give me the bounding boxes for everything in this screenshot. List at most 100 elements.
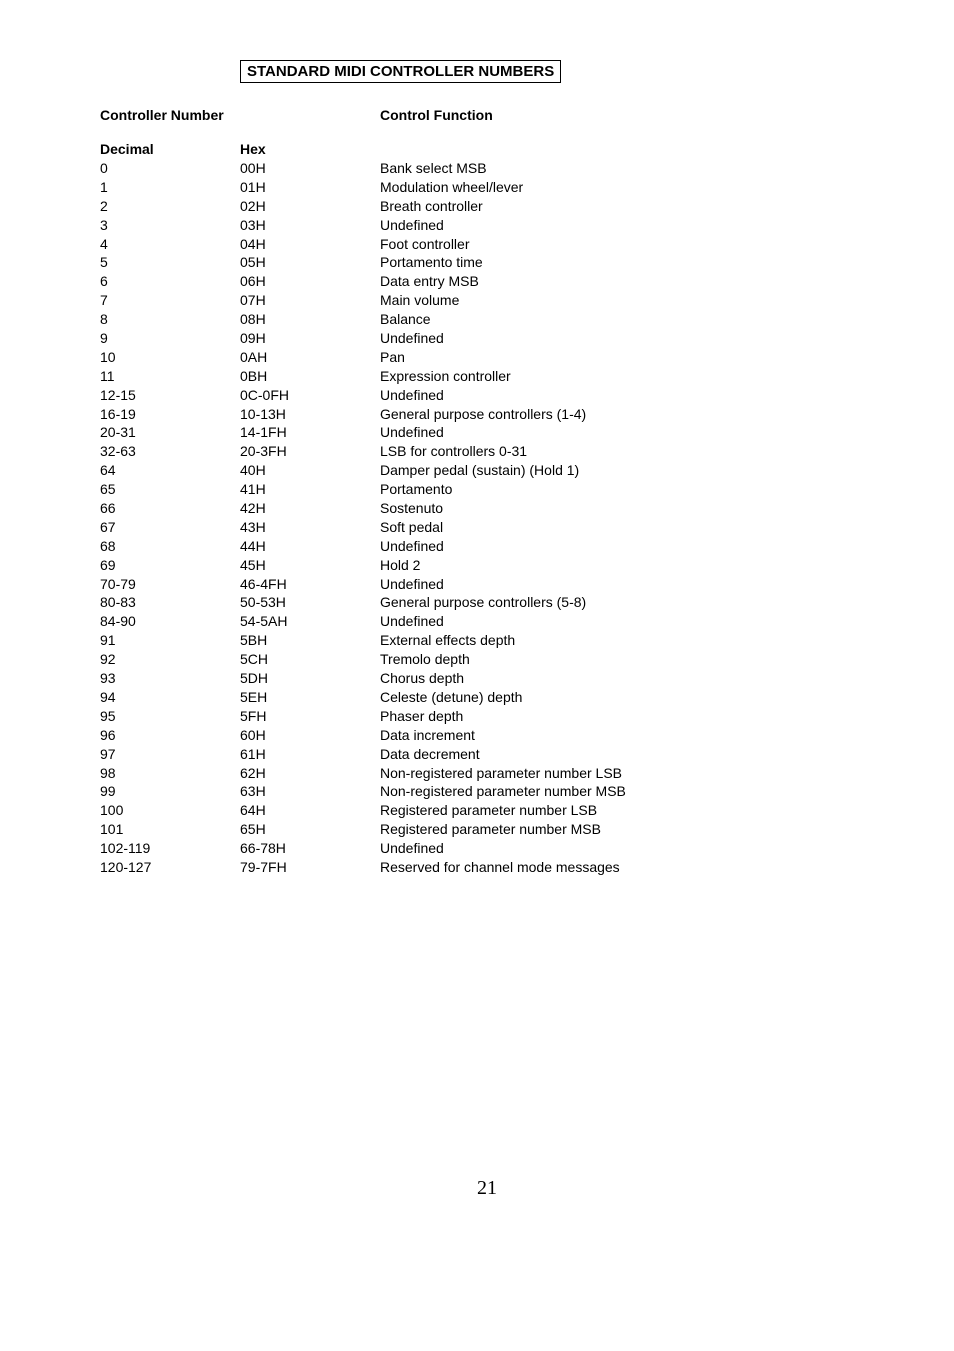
cell-function: Undefined (380, 612, 874, 631)
cell-function: Undefined (380, 575, 874, 594)
cell-function: Undefined (380, 537, 874, 556)
cell-hex: 62H (240, 764, 380, 783)
cell-decimal: 6 (100, 272, 240, 291)
subheader-hex: Hex (240, 141, 380, 157)
page-number: 21 (100, 1177, 874, 1200)
cell-hex: 0C-0FH (240, 386, 380, 405)
cell-decimal: 1 (100, 178, 240, 197)
cell-hex: 61H (240, 745, 380, 764)
cell-decimal: 10 (100, 348, 240, 367)
cell-function: Reserved for channel mode messages (380, 858, 874, 877)
table-row: 606HData entry MSB (100, 272, 874, 291)
cell-decimal: 64 (100, 461, 240, 480)
cell-hex: 02H (240, 197, 380, 216)
cell-hex: 0BH (240, 367, 380, 386)
cell-decimal: 69 (100, 556, 240, 575)
cell-hex: 0AH (240, 348, 380, 367)
subheader-blank (380, 141, 874, 157)
table-row: 102-11966-78HUndefined (100, 839, 874, 858)
cell-function: Breath controller (380, 197, 874, 216)
cell-function: Soft pedal (380, 518, 874, 537)
table-row: 80-8350-53HGeneral purpose controllers (… (100, 593, 874, 612)
header-controller-number: Controller Number (100, 107, 380, 123)
cell-decimal: 93 (100, 669, 240, 688)
cell-function: Pan (380, 348, 874, 367)
page-title: STANDARD MIDI CONTROLLER NUMBERS (240, 60, 561, 83)
cell-function: Undefined (380, 386, 874, 405)
cell-function: Celeste (detune) depth (380, 688, 874, 707)
table-row: 100AHPan (100, 348, 874, 367)
cell-decimal: 101 (100, 820, 240, 839)
cell-decimal: 3 (100, 216, 240, 235)
table-row: 9761HData decrement (100, 745, 874, 764)
cell-decimal: 2 (100, 197, 240, 216)
cell-function: Expression controller (380, 367, 874, 386)
cell-hex: 43H (240, 518, 380, 537)
cell-function: Portamento time (380, 253, 874, 272)
cell-function: Undefined (380, 329, 874, 348)
cell-decimal: 16-19 (100, 405, 240, 424)
cell-function: Phaser depth (380, 707, 874, 726)
table-row: 120-12779-7FHReserved for channel mode m… (100, 858, 874, 877)
table-row: 101HModulation wheel/lever (100, 178, 874, 197)
cell-decimal: 7 (100, 291, 240, 310)
header-row: Controller Number Control Function (100, 107, 874, 123)
table-row: 6440HDamper pedal (sustain) (Hold 1) (100, 461, 874, 480)
cell-function: Bank select MSB (380, 159, 874, 178)
cell-function: Sostenuto (380, 499, 874, 518)
cell-decimal: 66 (100, 499, 240, 518)
table-row: 955FHPhaser depth (100, 707, 874, 726)
table-row: 6945HHold 2 (100, 556, 874, 575)
cell-function: Balance (380, 310, 874, 329)
cell-hex: 45H (240, 556, 380, 575)
cell-hex: 64H (240, 801, 380, 820)
table-row: 6844HUndefined (100, 537, 874, 556)
table-row: 6541HPortamento (100, 480, 874, 499)
table-row: 20-3114-1FHUndefined (100, 423, 874, 442)
table-row: 909HUndefined (100, 329, 874, 348)
cell-decimal: 11 (100, 367, 240, 386)
cell-function: External effects depth (380, 631, 874, 650)
cell-hex: 5EH (240, 688, 380, 707)
cell-hex: 40H (240, 461, 380, 480)
cell-function: Damper pedal (sustain) (Hold 1) (380, 461, 874, 480)
cell-decimal: 100 (100, 801, 240, 820)
cell-hex: 5BH (240, 631, 380, 650)
cell-function: Undefined (380, 839, 874, 858)
cell-function: Main volume (380, 291, 874, 310)
cell-decimal: 80-83 (100, 593, 240, 612)
cell-hex: 5DH (240, 669, 380, 688)
cell-decimal: 91 (100, 631, 240, 650)
cell-function: Modulation wheel/lever (380, 178, 874, 197)
table-row: 32-6320-3FHLSB for controllers 0-31 (100, 442, 874, 461)
table-row: 404HFoot controller (100, 235, 874, 254)
cell-function: LSB for controllers 0-31 (380, 442, 874, 461)
subheader-row: Decimal Hex (100, 141, 874, 157)
cell-hex: 10-13H (240, 405, 380, 424)
cell-hex: 79-7FH (240, 858, 380, 877)
cell-decimal: 0 (100, 159, 240, 178)
table-row: 000HBank select MSB (100, 159, 874, 178)
cell-hex: 03H (240, 216, 380, 235)
cell-function: General purpose controllers (5-8) (380, 593, 874, 612)
cell-decimal: 92 (100, 650, 240, 669)
cell-function: Tremolo depth (380, 650, 874, 669)
cell-hex: 20-3FH (240, 442, 380, 461)
table-row: 925CHTremolo depth (100, 650, 874, 669)
cell-hex: 5FH (240, 707, 380, 726)
table-body: 000HBank select MSB101HModulation wheel/… (100, 159, 874, 877)
cell-hex: 5CH (240, 650, 380, 669)
table-row: 505HPortamento time (100, 253, 874, 272)
cell-decimal: 70-79 (100, 575, 240, 594)
cell-hex: 60H (240, 726, 380, 745)
cell-hex: 65H (240, 820, 380, 839)
cell-function: Hold 2 (380, 556, 874, 575)
cell-function: Data increment (380, 726, 874, 745)
table-row: 110BHExpression controller (100, 367, 874, 386)
cell-hex: 00H (240, 159, 380, 178)
cell-decimal: 65 (100, 480, 240, 499)
table-row: 202HBreath controller (100, 197, 874, 216)
table-row: 945EHCeleste (detune) depth (100, 688, 874, 707)
table-row: 707HMain volume (100, 291, 874, 310)
cell-function: Undefined (380, 423, 874, 442)
